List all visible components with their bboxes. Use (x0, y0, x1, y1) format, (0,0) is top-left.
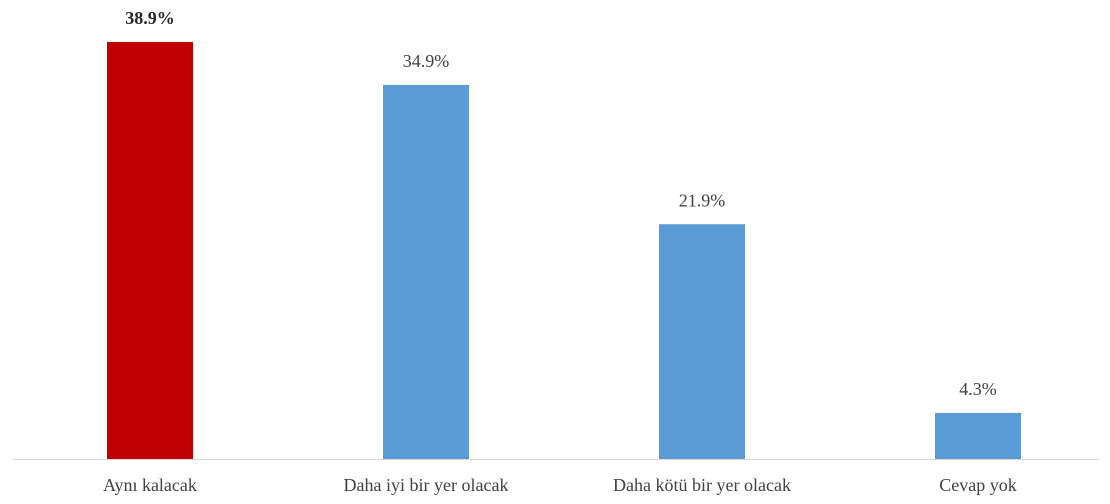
x-tick-label: Cevap yok (939, 475, 1016, 495)
bar (659, 224, 745, 459)
data-label: 4.3% (959, 379, 997, 399)
bar (935, 412, 1021, 459)
bar (107, 42, 193, 459)
bar (383, 84, 469, 459)
x-tick-label: Aynı kalacak (103, 475, 197, 495)
data-label: 21.9% (679, 190, 726, 210)
data-label: 34.9% (403, 51, 450, 71)
data-label: 38.9% (125, 8, 175, 28)
x-tick-label: Daha iyi bir yer olacak (344, 475, 509, 495)
x-tick-label: Daha kötü bir yer olacak (613, 475, 791, 495)
